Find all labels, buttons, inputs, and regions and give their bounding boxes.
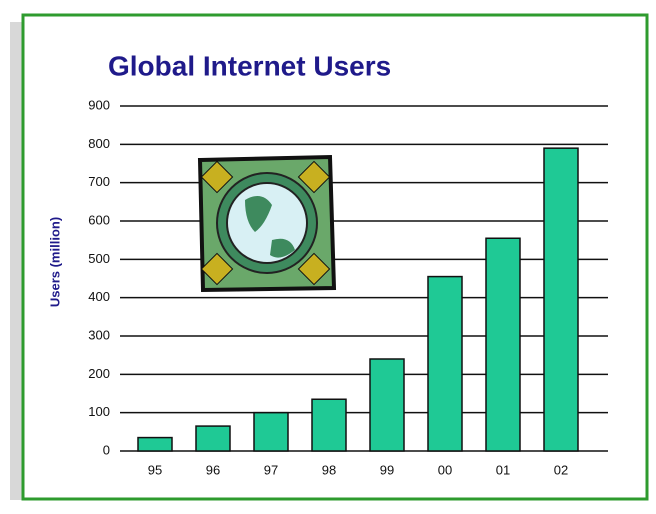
bar xyxy=(369,358,405,452)
y-tick-label: 300 xyxy=(88,327,110,342)
x-tick-label: 02 xyxy=(554,462,568,477)
bar xyxy=(253,411,289,452)
y-tick-label: 100 xyxy=(88,404,110,419)
bar xyxy=(427,275,463,452)
x-tick-label: 97 xyxy=(264,462,278,477)
x-tick-label: 99 xyxy=(380,462,394,477)
bar xyxy=(311,398,347,452)
bar xyxy=(137,436,173,452)
y-tick-label: 0 xyxy=(103,442,110,457)
y-tick-label: 200 xyxy=(88,366,110,381)
x-tick-label: 95 xyxy=(148,462,162,477)
y-tick-label: 900 xyxy=(88,97,110,112)
y-tick-label: 600 xyxy=(88,212,110,227)
y-axis-label: Users (million) xyxy=(47,217,62,307)
bar xyxy=(543,147,579,452)
globe-clipart xyxy=(197,154,337,293)
bar xyxy=(195,425,231,452)
x-tick-label: 01 xyxy=(496,462,510,477)
x-tick-label: 98 xyxy=(322,462,336,477)
chart-title: Global Internet Users xyxy=(108,50,391,81)
y-tick-label: 400 xyxy=(88,289,110,304)
y-tick-label: 500 xyxy=(88,251,110,266)
bar xyxy=(485,237,521,452)
x-tick-label: 00 xyxy=(438,462,452,477)
x-tick-label: 96 xyxy=(206,462,220,477)
y-tick-label: 700 xyxy=(88,174,110,189)
y-tick-label: 800 xyxy=(88,136,110,151)
